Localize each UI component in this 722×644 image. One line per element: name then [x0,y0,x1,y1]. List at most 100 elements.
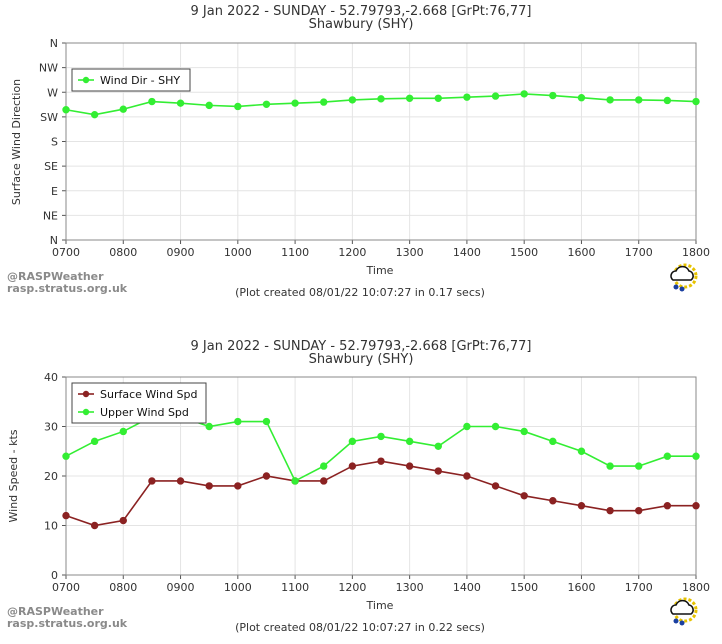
data-point [291,477,299,485]
data-point [577,94,586,102]
x-tick-label: 1200 [338,581,366,594]
y-tick-label: NE [43,209,58,222]
chart-1-legend: Wind Dir - SHY [71,68,191,92]
x-tick-label: 1200 [338,246,366,259]
legend-swatch-marker [82,76,90,84]
data-point [90,110,99,119]
legend-box [71,382,207,424]
legend-label: Surface Wind Spd [100,388,198,401]
data-point [205,422,213,431]
chart-1-credit-line1: @RASPWeather [7,270,104,283]
data-point [62,452,70,460]
chart-2-title: 9 Jan 2022 - SUNDAY - 52.79793,-2.668 [G… [191,339,532,354]
x-tick-label: 1000 [224,581,252,594]
chart-1-xlabel: Time [366,264,394,277]
data-point [549,497,557,505]
data-point [520,90,528,98]
chart-2-plot: 0700 0800 0900 1000 1100 1200 1300 1400 1500 1600… [44,371,710,594]
data-point [119,516,127,525]
chart-2-legend: Surface Wind Spd Upper Wind Spd [71,382,207,424]
legend-swatch-marker [82,408,90,416]
chart-2-logo-icon [670,597,698,626]
data-point [491,482,500,490]
y-tick-label: E [51,185,58,198]
x-tick-label: 0900 [167,246,195,259]
data-point [62,106,70,114]
data-point [320,477,328,485]
data-point [234,417,242,426]
legend-swatch-marker [82,390,90,398]
data-point [405,94,414,102]
data-point [692,97,700,106]
data-point [262,100,271,108]
x-tick-label: 1100 [281,246,309,259]
data-point [491,422,500,431]
x-tick-label: 1700 [625,581,653,594]
chart-2-subtitle: Shawbury (SHY) [309,352,414,367]
y-tick-label: 40 [44,371,58,384]
data-point [234,482,242,490]
data-point [520,427,528,436]
chart-2-frame [65,376,697,576]
y-tick-label: N [50,37,58,50]
data-point [549,437,557,446]
y-tick-label: N [50,234,58,247]
x-tick-label: 1600 [567,246,595,259]
x-tick-label: 1300 [396,246,424,259]
data-point [635,96,643,104]
y-tick-label: 30 [44,421,58,434]
plot-layer: 0700 0800 0900 1000 1100 1200 1300 1400 1500 1600… [39,37,710,594]
chart-2-credit-line1: @RASPWeather [7,605,104,618]
x-tick-label: 0800 [109,246,137,259]
data-point [348,96,357,104]
data-point [320,462,328,470]
legend-label: Wind Dir - SHY [100,74,180,87]
data-point [405,462,414,470]
x-tick-label: 1100 [281,581,309,594]
y-tick-label: NW [39,62,58,75]
chart-1-title: 9 Jan 2022 - SUNDAY - 52.79793,-2.668 [G… [191,4,532,19]
x-tick-label: 1800 [682,246,710,259]
chart-1-credit-line2: rasp.stratus.org.uk [7,282,128,295]
chart-1-frame [65,42,697,241]
data-point [463,472,471,480]
x-tick-label: 1700 [625,246,653,259]
data-point [434,442,442,450]
y-tick-label: 20 [44,470,58,483]
data-point [405,437,414,446]
data-point [377,95,385,103]
x-tick-label: 1300 [396,581,424,594]
data-point [549,91,557,100]
x-tick-label: 0800 [109,581,137,594]
data-point [119,427,127,436]
data-point [234,102,242,111]
data-point [692,452,700,460]
legend-label: Upper Wind Spd [100,406,189,419]
data-point [491,92,500,100]
chart-1: 9 Jan 2022 - SUNDAY - 52.79793,-2.668 [G… [7,4,698,299]
data-point [377,432,385,441]
x-tick-label: 1600 [567,581,595,594]
data-point [262,417,271,426]
data-point [434,467,442,475]
chart-2-ylabel: Wind Speed - kts [7,429,20,522]
chart-2-footer: (Plot created 08/01/22 10:07:27 in 0.22 … [235,621,485,634]
data-point [205,101,213,110]
data-point [577,502,586,510]
data-point [635,506,643,515]
legend-box [71,68,191,92]
chart-1-footer: (Plot created 08/01/22 10:07:27 in 0.17 … [235,286,485,299]
data-point [663,502,672,510]
data-point [663,96,672,105]
chart-2: 9 Jan 2022 - SUNDAY - 52.79793,-2.668 [G… [7,339,698,634]
data-point [119,105,127,113]
data-point [463,422,471,431]
data-point [148,477,156,485]
chart-1-logo-icon [670,263,698,292]
data-point [176,99,185,107]
data-point [577,447,586,455]
data-point [205,482,213,490]
data-point [520,492,528,500]
y-tick-label: SE [44,160,58,173]
data-point [90,437,99,446]
